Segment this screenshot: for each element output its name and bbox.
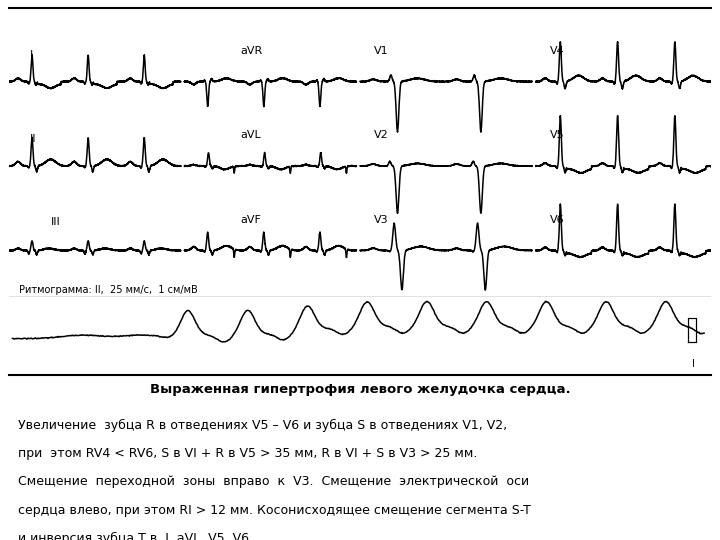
Text: и инверсия зубца Т в  I, aVL, V5, V6.: и инверсия зубца Т в I, aVL, V5, V6. xyxy=(18,532,253,540)
Text: сердца влево, при этом RI > 12 мм. Косонисходящее смещение сегмента S-T: сердца влево, при этом RI > 12 мм. Косон… xyxy=(18,503,531,517)
Text: aVL: aVL xyxy=(240,130,261,140)
Text: I: I xyxy=(693,359,696,369)
Text: V6: V6 xyxy=(550,215,564,225)
Text: III: III xyxy=(51,217,60,227)
Text: Ритмограмма: II,  25 мм/с,  1 см/мВ: Ритмограмма: II, 25 мм/с, 1 см/мВ xyxy=(19,285,198,294)
Text: V4: V4 xyxy=(550,46,564,56)
Text: Смещение  переходной  зоны  вправо  к  V3.  Смещение  электрической  оси: Смещение переходной зоны вправо к V3. См… xyxy=(18,475,529,488)
Text: при  этом RV4 < RV6, S в VI + R в V5 > 35 мм, R в VI + S в V3 > 25 мм.: при этом RV4 < RV6, S в VI + R в V5 > 35… xyxy=(18,447,477,460)
Text: aVF: aVF xyxy=(240,215,261,225)
Text: V2: V2 xyxy=(374,130,389,140)
Text: Увеличение  зубца R в отведениях V5 – V6 и зубца S в отведениях V1, V2,: Увеличение зубца R в отведениях V5 – V6 … xyxy=(18,418,507,431)
Text: V1: V1 xyxy=(374,46,389,56)
Text: I: I xyxy=(30,50,33,59)
Text: aVR: aVR xyxy=(240,46,263,56)
Text: Выраженная гипертрофия левого желудочка сердца.: Выраженная гипертрофия левого желудочка … xyxy=(150,383,570,396)
Text: II: II xyxy=(30,134,36,144)
Text: V5: V5 xyxy=(550,130,564,140)
Text: V3: V3 xyxy=(374,215,389,225)
